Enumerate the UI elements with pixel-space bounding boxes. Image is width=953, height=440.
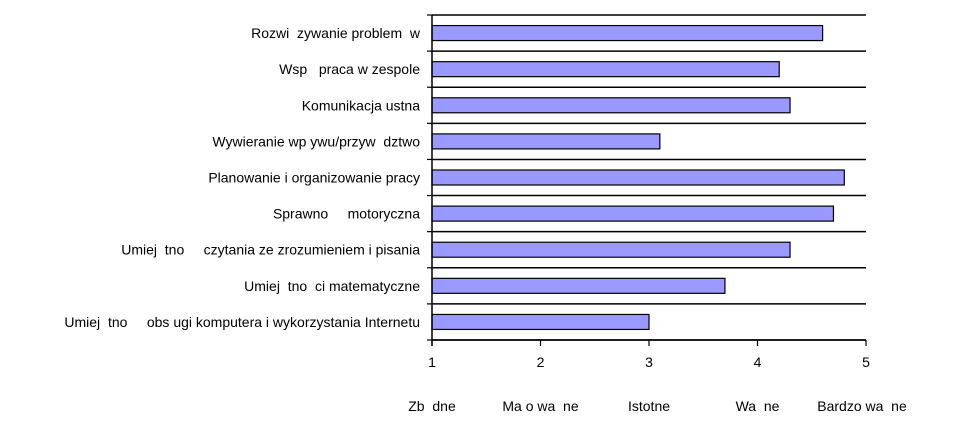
scale-label: Wa ne [736, 398, 780, 414]
bar [431, 133, 661, 150]
x-tick-label: 5 [862, 354, 870, 370]
axes [427, 14, 867, 346]
x-tick-label: 3 [645, 354, 653, 370]
x-tick-label: 4 [754, 354, 762, 370]
category-label: Umiej tno obs ugi komputera i wykorzysta… [64, 314, 420, 330]
category-label: Rozwi zywanie problem w [251, 25, 421, 41]
bar [431, 277, 726, 294]
category-label: Komunikacja ustna [302, 97, 421, 113]
category-labels: Rozwi zywanie problem w Wsp praca w zespo… [64, 25, 420, 330]
bar [431, 313, 650, 331]
bar [431, 169, 845, 186]
x-tick-label: 1 [428, 354, 436, 370]
category-label: Umiej tno ci matematyczne [244, 278, 420, 294]
scale-label: Ma o wa ne [502, 398, 578, 414]
bar [431, 97, 791, 114]
category-label: Wsp praca w zespole [279, 61, 420, 77]
category-label: Umiej tno czytania ze zrozumieniem i pis… [121, 242, 420, 258]
scale-label: Bardzo wa ne [817, 398, 907, 414]
x-tick-labels: 1 2 3 4 5 [428, 354, 870, 370]
category-label: Planowanie i organizowanie pracy [208, 170, 420, 186]
scale-labels: Zb dne Ma o wa ne Istotne Wa ne Bardzo wa ne [408, 398, 907, 414]
bar [431, 24, 824, 42]
x-tick-label: 2 [537, 354, 545, 370]
bar [431, 241, 791, 258]
bar [431, 205, 835, 222]
bar [431, 61, 780, 78]
scale-label: Istotne [628, 398, 670, 414]
bars [431, 24, 845, 331]
category-label: Sprawno motoryczna [273, 206, 420, 222]
category-label: Wywieranie wp ywu/przyw dztwo [212, 133, 420, 149]
scale-label: Zb dne [408, 398, 456, 414]
